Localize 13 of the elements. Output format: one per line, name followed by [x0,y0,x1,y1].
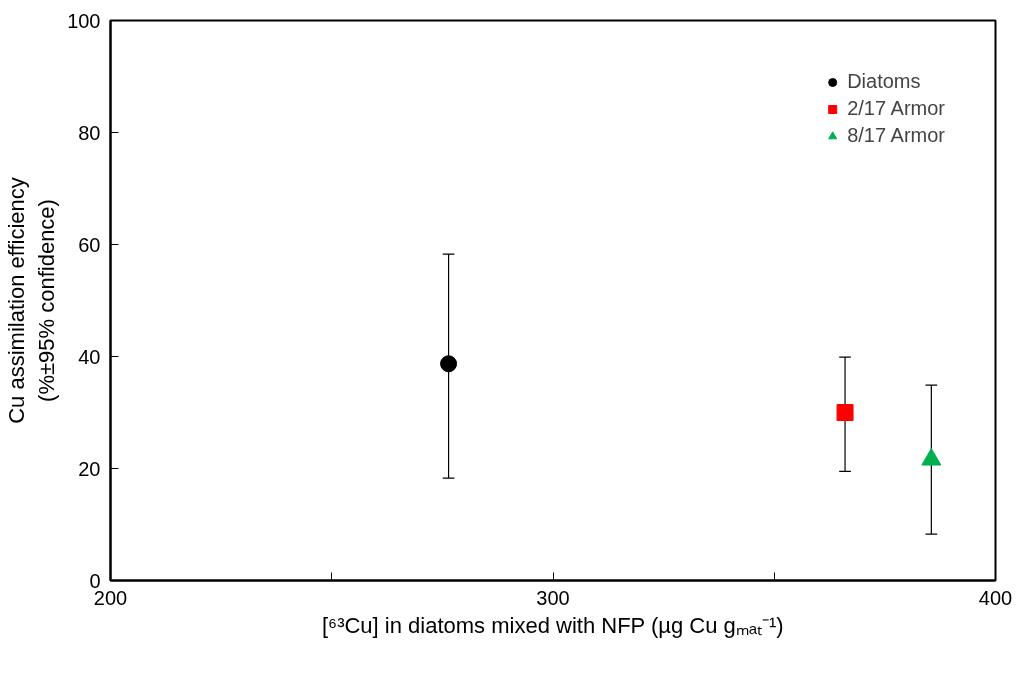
x-tick-label: 400 [978,586,1013,609]
y-tick-label: 80 [78,121,101,144]
legend-label: 2/17 Armor [847,97,945,120]
y-axis-title: Cu assimilation efficiency (%±95% confidence) [4,177,60,424]
y-tick-label: 100 [67,9,101,32]
y-tick-label: 20 [78,457,101,480]
legend-label: Diatoms [847,70,921,93]
y-tick-label: 0 [89,569,101,592]
x-tick-label: 300 [536,586,570,609]
y-tick-label: 60 [78,233,101,256]
legend-label: 8/17 Armor [847,124,945,147]
x-axis-title: [⁶³Cu] in diatoms mixed with NFP (µg Cu gₘₐₜ⁻¹) [321,612,784,638]
y-tick-label: 40 [78,345,101,368]
